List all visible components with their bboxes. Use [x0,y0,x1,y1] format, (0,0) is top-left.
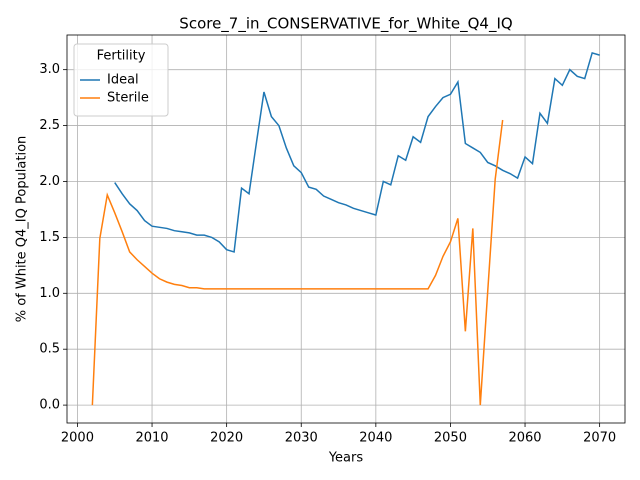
x-tick-label: 2040 [359,431,392,446]
axes-frame [66,34,626,424]
x-tick-label: 2050 [434,431,467,446]
y-tick-label: 1.5 [39,230,60,245]
x-tick-label: 2030 [285,431,318,446]
y-tick-label: 3.0 [39,62,60,77]
x-tick-label: 2010 [135,431,168,446]
y-tick-label: 0.0 [39,398,60,413]
y-tick-label: 1.0 [39,286,60,301]
line-series [114,51,600,253]
y-tick-label: 0.5 [39,342,60,357]
y-tick-label: 2.0 [39,174,60,189]
chart-title: Score_7_in_CONSERVATIVE_for_White_Q4_IQ [179,15,512,34]
x-tick-label: 2070 [583,431,616,446]
y-axis-label: % of White Q4_IQ Population [15,136,30,323]
x-tick-label: 2060 [508,431,541,446]
x-tick-label: 2000 [61,431,94,446]
x-tick-label: 2020 [210,431,243,446]
line-series [91,119,504,406]
y-tick-label: 2.5 [39,118,60,133]
legend-title: Fertility [97,49,146,64]
x-axis-label: Years [328,451,364,466]
legend-label: Sterile [107,91,149,106]
legend-label: Ideal [107,73,139,88]
